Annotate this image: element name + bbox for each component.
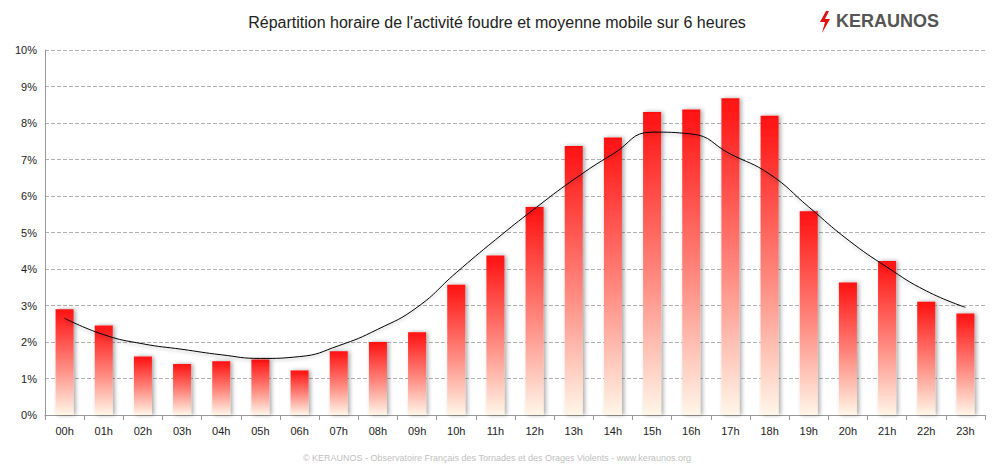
svg-text:17h: 17h	[721, 425, 739, 437]
svg-text:07h: 07h	[330, 425, 348, 437]
svg-text:16h: 16h	[682, 425, 700, 437]
svg-text:3%: 3%	[21, 300, 37, 312]
svg-text:22h: 22h	[917, 425, 935, 437]
svg-text:05h: 05h	[251, 425, 269, 437]
svg-text:2%: 2%	[21, 336, 37, 348]
svg-text:21h: 21h	[878, 425, 896, 437]
svg-text:14h: 14h	[604, 425, 622, 437]
svg-text:06h: 06h	[290, 425, 308, 437]
svg-text:20h: 20h	[839, 425, 857, 437]
svg-text:5%: 5%	[21, 227, 37, 239]
svg-text:09h: 09h	[408, 425, 426, 437]
svg-text:01h: 01h	[95, 425, 113, 437]
svg-text:4%: 4%	[21, 263, 37, 275]
svg-text:9%: 9%	[21, 81, 37, 93]
svg-text:13h: 13h	[565, 425, 583, 437]
svg-text:10%: 10%	[15, 44, 37, 56]
svg-text:10h: 10h	[447, 425, 465, 437]
svg-text:0%: 0%	[21, 409, 37, 421]
svg-text:04h: 04h	[212, 425, 230, 437]
svg-text:6%: 6%	[21, 190, 37, 202]
svg-text:1%: 1%	[21, 373, 37, 385]
svg-text:08h: 08h	[369, 425, 387, 437]
svg-text:7%: 7%	[21, 154, 37, 166]
svg-text:02h: 02h	[134, 425, 152, 437]
svg-text:Répartition horaire de l'activ: Répartition horaire de l'activité foudre…	[248, 14, 746, 31]
svg-text:19h: 19h	[800, 425, 818, 437]
svg-text:03h: 03h	[173, 425, 191, 437]
svg-text:© KERAUNOS - Observatoire Fran: © KERAUNOS - Observatoire Français des T…	[303, 453, 691, 463]
svg-text:KERAUNOS: KERAUNOS	[836, 11, 939, 31]
svg-text:15h: 15h	[643, 425, 661, 437]
svg-text:18h: 18h	[760, 425, 778, 437]
svg-text:11h: 11h	[487, 425, 505, 437]
svg-text:23h: 23h	[956, 425, 974, 437]
svg-text:00h: 00h	[55, 425, 73, 437]
svg-text:8%: 8%	[21, 117, 37, 129]
svg-text:12h: 12h	[525, 425, 543, 437]
